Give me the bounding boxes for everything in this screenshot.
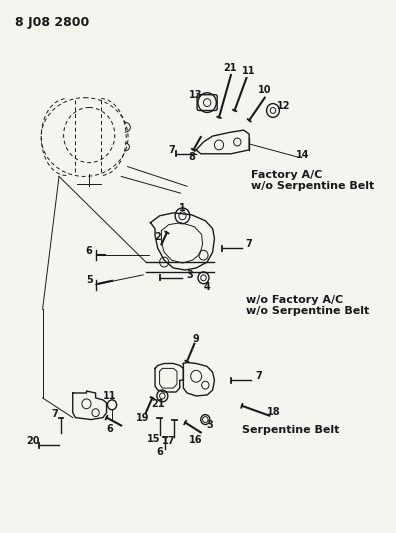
Text: 13: 13: [189, 90, 203, 100]
Text: 3: 3: [206, 421, 213, 431]
Text: 10: 10: [258, 85, 272, 95]
Text: 1: 1: [179, 203, 186, 213]
Text: 8: 8: [188, 152, 195, 161]
Text: 11: 11: [103, 391, 116, 401]
Text: 14: 14: [295, 150, 309, 160]
Text: 7: 7: [255, 372, 262, 381]
Text: 21: 21: [223, 63, 237, 73]
Text: 6: 6: [156, 447, 163, 457]
Text: 12: 12: [277, 101, 291, 110]
Text: 6: 6: [106, 424, 113, 434]
Text: Factory A/C: Factory A/C: [251, 169, 322, 180]
Text: 6: 6: [85, 246, 91, 256]
Text: 7: 7: [245, 239, 252, 249]
Text: 21: 21: [151, 399, 164, 409]
Text: 18: 18: [267, 407, 281, 417]
Text: 16: 16: [189, 435, 203, 445]
Text: 2: 2: [154, 232, 161, 243]
Text: 5: 5: [86, 275, 93, 285]
Text: 7: 7: [168, 145, 175, 155]
Text: w/o Serpentine Belt: w/o Serpentine Belt: [251, 181, 374, 191]
Text: w/o Serpentine Belt: w/o Serpentine Belt: [246, 306, 370, 317]
Text: Serpentine Belt: Serpentine Belt: [242, 425, 339, 435]
Text: w/o Factory A/C: w/o Factory A/C: [246, 295, 344, 304]
Text: 19: 19: [136, 413, 150, 423]
Text: 4: 4: [204, 281, 211, 292]
Text: 9: 9: [193, 334, 200, 344]
Text: 7: 7: [51, 409, 58, 418]
Text: 8 J08 2800: 8 J08 2800: [15, 16, 89, 29]
Text: 20: 20: [27, 436, 40, 446]
Text: 3: 3: [187, 270, 193, 280]
Text: 15: 15: [147, 434, 160, 445]
Text: 11: 11: [242, 66, 255, 76]
Text: 17: 17: [162, 436, 175, 446]
